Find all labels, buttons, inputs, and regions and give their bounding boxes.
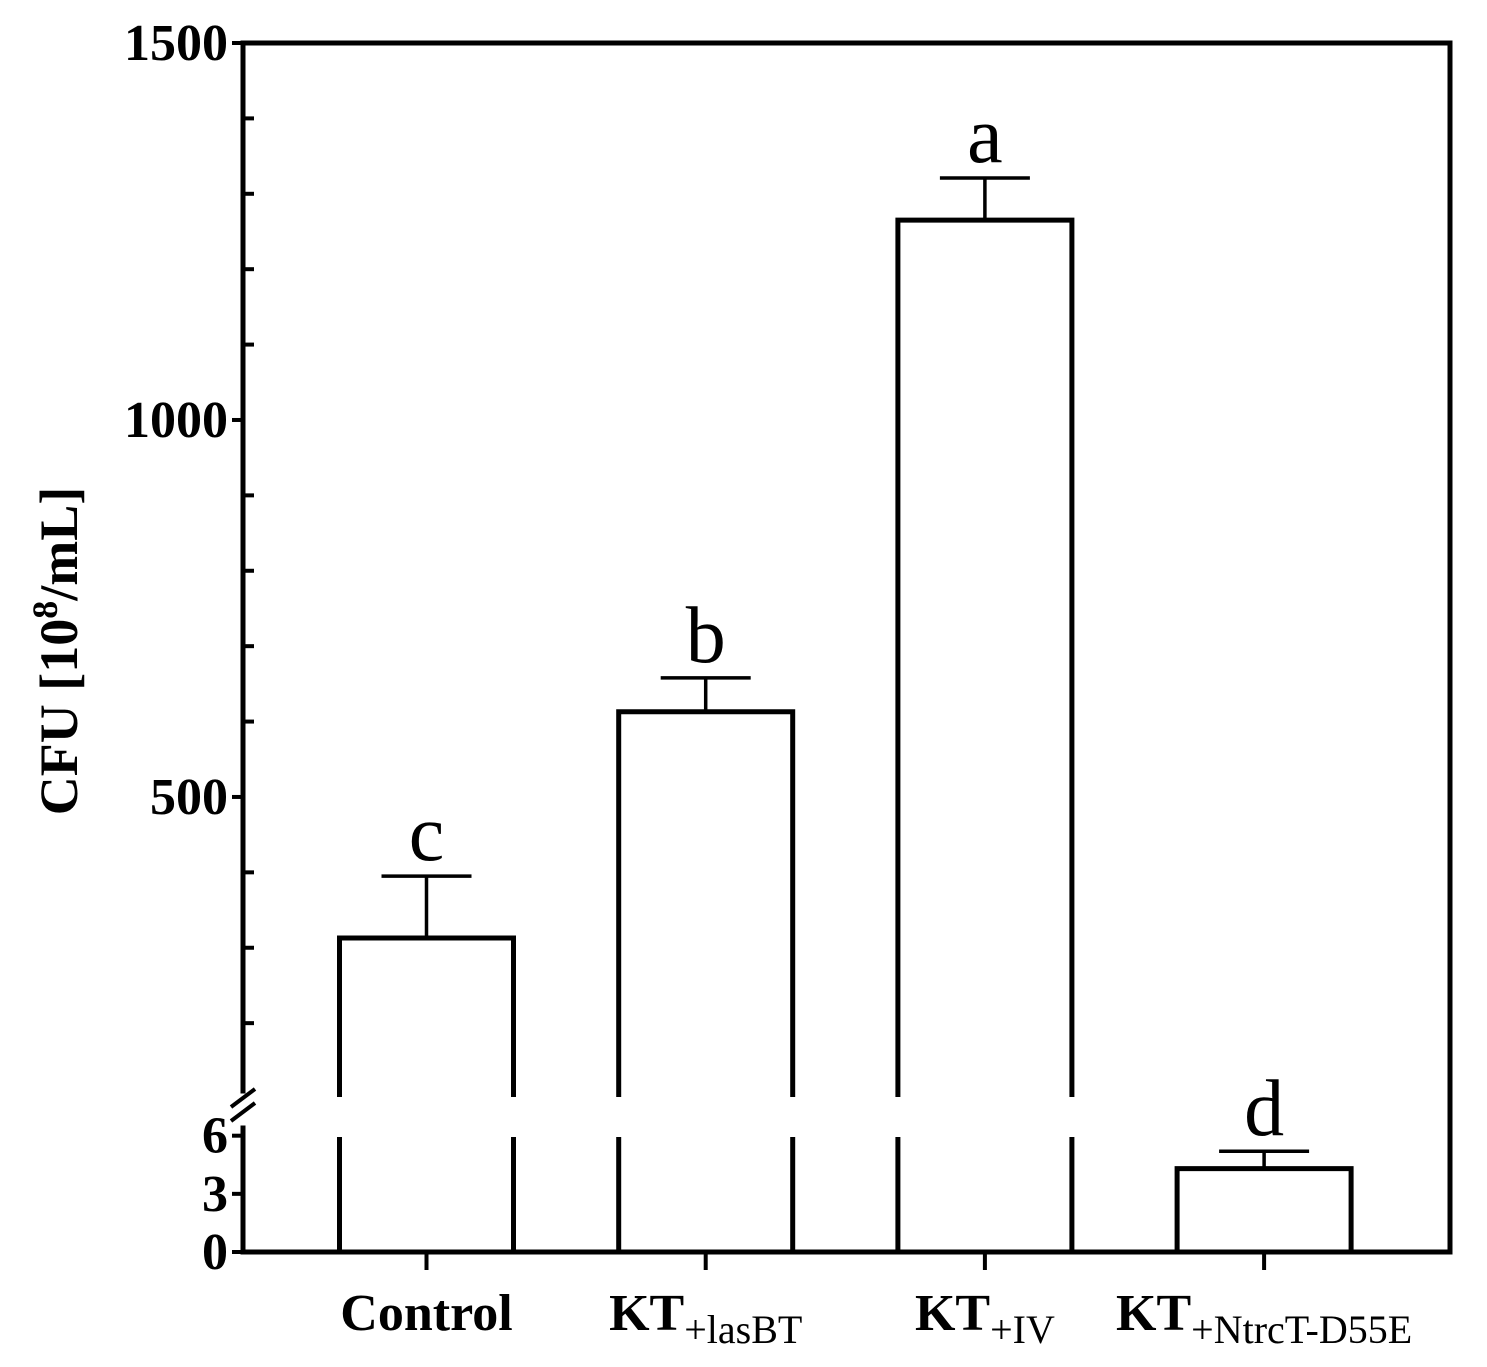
significance-label: b xyxy=(686,592,726,680)
x-tick-label: KT+lasBT xyxy=(609,1285,802,1352)
bars-layer xyxy=(337,217,1354,1252)
bar xyxy=(895,217,1075,1252)
x-tick-label-subscript: +lasBT xyxy=(684,1307,802,1352)
y-tick-label: 1500 xyxy=(124,15,228,72)
y-axis-ticks: 036 500 1000 1500 xyxy=(124,15,254,1281)
y-axis-title: CFU [108/mL] xyxy=(25,487,89,815)
x-tick-label-main: KT xyxy=(609,1285,684,1342)
y-axis-break-mark xyxy=(229,1101,257,1123)
error-bars-layer xyxy=(381,176,1310,1169)
x-axis-ticks: Control KT+lasBT KT+IV KT+NtrcT-D55E xyxy=(340,1252,1412,1352)
axes xyxy=(229,40,1453,1255)
y-tick-label: 3 xyxy=(202,1166,228,1223)
y-tick-label: 0 xyxy=(202,1224,228,1281)
plot-frame xyxy=(240,40,1453,1255)
x-tick-label: Control xyxy=(340,1285,512,1342)
significance-label: c xyxy=(409,790,445,878)
y-axis-title-unit: /mL] xyxy=(29,487,89,602)
y-tick-label: 6 xyxy=(202,1108,228,1165)
significance-label: d xyxy=(1244,1065,1284,1153)
x-tick-label-main: KT xyxy=(915,1285,990,1342)
y-tick-label: 1000 xyxy=(124,392,228,449)
y-tick-label: 500 xyxy=(150,769,228,826)
x-tick-label-main: KT xyxy=(1116,1285,1191,1342)
x-tick-label-main: Control xyxy=(340,1285,512,1342)
x-tick-label-subscript: +NtrcT-D55E xyxy=(1191,1307,1412,1352)
error-bar xyxy=(381,874,472,938)
x-tick-label: KT+NtrcT-D55E xyxy=(1116,1285,1412,1352)
x-tick-label: KT+IV xyxy=(915,1285,1055,1352)
y-axis-title-superscript: 8 xyxy=(25,601,65,619)
y-axis-break-mark xyxy=(229,1087,257,1109)
error-bar xyxy=(939,176,1030,221)
bar xyxy=(1174,1166,1354,1252)
significance-label: a xyxy=(967,92,1003,180)
bar xyxy=(616,709,796,1252)
bar xyxy=(337,935,516,1252)
error-bar xyxy=(660,676,751,712)
x-tick-label-subscript: +IV xyxy=(990,1307,1055,1352)
significance-labels-layer: c b a d xyxy=(409,92,1284,1153)
y-axis-title-text: CFU [10 xyxy=(29,619,89,815)
error-bar xyxy=(1219,1149,1310,1169)
